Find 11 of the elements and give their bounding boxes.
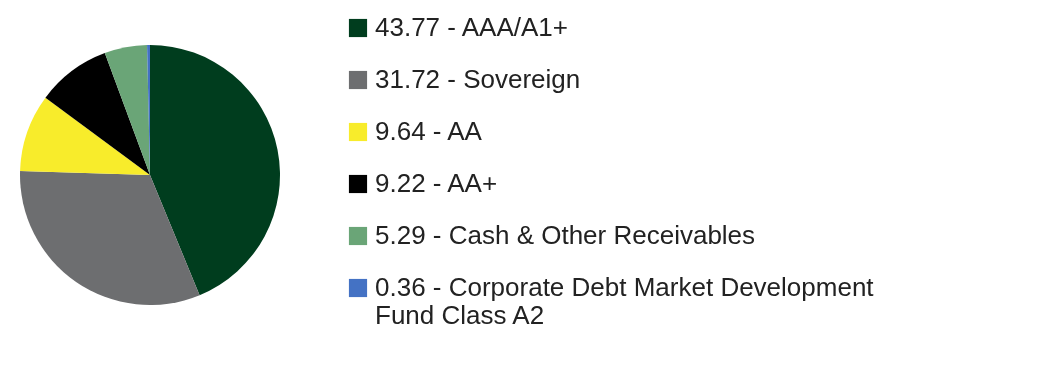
legend-label: 31.72 - Sovereign xyxy=(375,64,581,94)
legend-label: 5.29 - Cash & Other Receivables xyxy=(375,220,756,250)
pie-slice xyxy=(20,97,150,175)
pie-slice xyxy=(20,171,200,305)
legend-label: 0.36 - Corporate Debt Market Development Fund Class A2 xyxy=(375,272,875,330)
legend-label: 43.77 - AAA/A1+ xyxy=(375,12,568,42)
legend-label: 9.22 - AA+ xyxy=(375,168,498,198)
legend-label: 9.64 - AA xyxy=(375,116,483,146)
pie-slice xyxy=(104,45,150,175)
pie-slice xyxy=(150,45,280,296)
pie-slice xyxy=(45,53,150,175)
